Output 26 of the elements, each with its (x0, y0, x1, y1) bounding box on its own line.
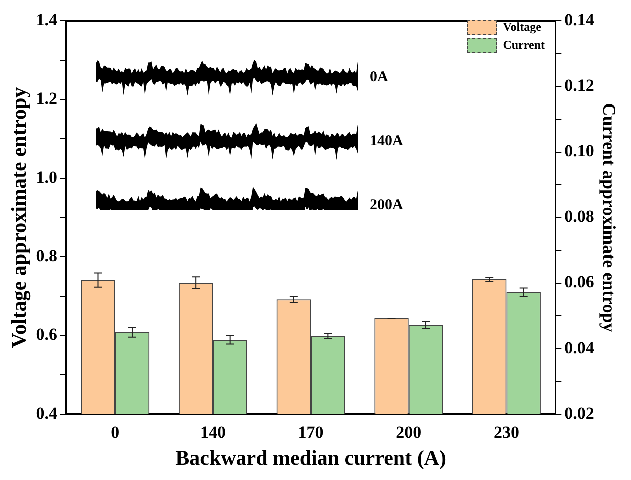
y2-tick-label: 0.10 (564, 142, 594, 161)
y2-tick-label: 0.08 (564, 207, 594, 226)
legend-label: Voltage (503, 20, 542, 35)
y2-tick-label: 0.02 (564, 404, 594, 423)
y-tick-label: 1.2 (36, 89, 58, 108)
legend-label: Current (503, 38, 545, 53)
y-tick-label: 1.4 (36, 10, 58, 30)
y2-tick-label: 0.14 (564, 10, 595, 30)
x-tick-label: 230 (494, 422, 520, 442)
annotation: 140A (370, 134, 404, 150)
y2-tick-label: 0.06 (564, 272, 594, 292)
x-tick-label: 0 (111, 422, 120, 442)
y-axis-title: Voltage approximate entropy (7, 86, 32, 348)
y2-tick-label: 0.12 (564, 76, 594, 96)
annotation: 200A (370, 198, 404, 214)
x-tick-label: 170 (298, 422, 324, 442)
y-tick-label: 0.8 (36, 246, 58, 266)
x-axis-title: Backward median current (A) (176, 446, 446, 470)
x-tick-label: 140 (200, 422, 226, 442)
y2-axis-title: Current approximate entropy (600, 103, 620, 332)
annotation: 0A (370, 70, 388, 86)
y2-tick-label: 0.04 (564, 338, 595, 358)
y-tick-label: 0.4 (36, 404, 58, 423)
y-tick-label: 0.6 (36, 325, 58, 344)
y-tick-label: 1.0 (36, 168, 58, 187)
x-tick-label: 200 (396, 422, 422, 442)
